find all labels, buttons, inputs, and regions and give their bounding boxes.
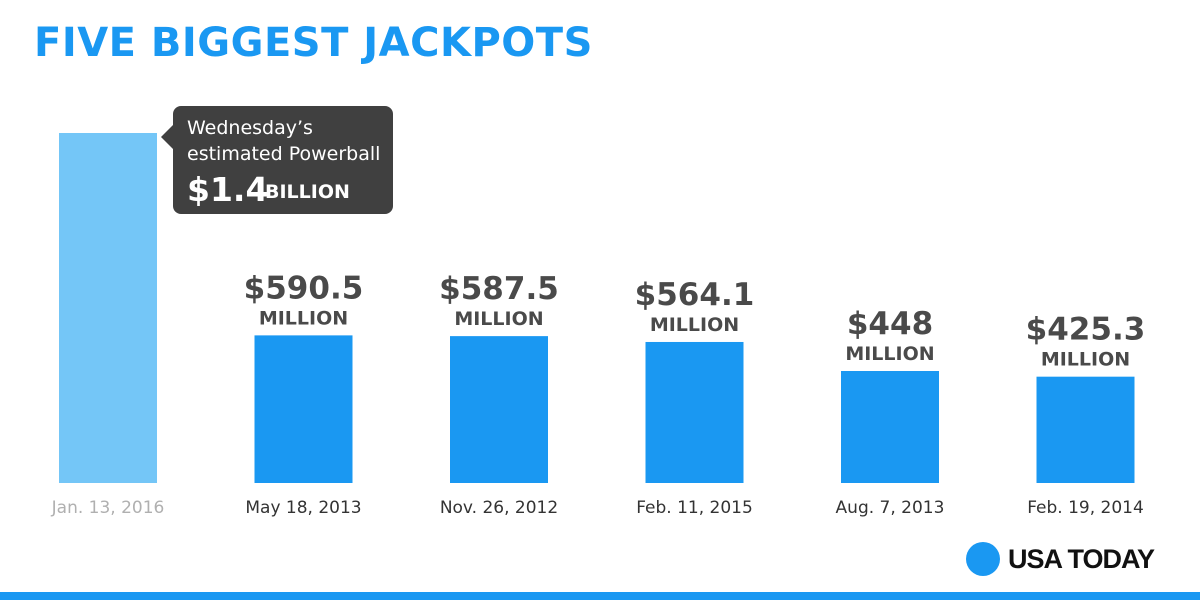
value-label-5: $425.3 xyxy=(1026,312,1146,348)
bar-0 xyxy=(59,133,157,483)
callout-line-2: estimated Powerball xyxy=(187,143,381,165)
value-unit-4: MILLION xyxy=(845,343,934,365)
chart-title: FIVE BIGGEST JACKPOTS xyxy=(34,20,593,66)
bottom-accent-bar xyxy=(0,592,1200,600)
value-label-3: $564.1 xyxy=(635,277,755,313)
callout-line-1: Wednesday’s xyxy=(187,117,313,139)
date-label-2: Nov. 26, 2012 xyxy=(440,498,558,518)
bar-3 xyxy=(645,341,744,483)
bar-2 xyxy=(450,336,548,483)
logo-dot-icon xyxy=(966,542,1000,576)
value-label-1: $590.5 xyxy=(244,270,364,306)
powerball-callout: Wednesday’s estimated Powerball $1.4 BIL… xyxy=(161,106,393,214)
callout-unit: BILLION xyxy=(265,181,350,203)
value-unit-2: MILLION xyxy=(454,308,543,330)
value-unit-3: MILLION xyxy=(650,314,739,336)
value-label-2: $587.5 xyxy=(439,271,559,307)
callout-amount: $1.4 xyxy=(187,170,269,209)
date-label-1: May 18, 2013 xyxy=(245,498,361,518)
value-unit-1: MILLION xyxy=(259,307,348,329)
date-label-3: Feb. 11, 2015 xyxy=(636,498,753,518)
bar-5 xyxy=(1036,376,1135,483)
date-label-0: Jan. 13, 2016 xyxy=(51,498,165,518)
date-label-4: Aug. 7, 2013 xyxy=(836,498,945,518)
logo-text: USA TODAY xyxy=(1008,544,1155,574)
value-label-4: $448 xyxy=(847,306,933,342)
date-label-5: Feb. 19, 2014 xyxy=(1027,498,1144,518)
bar-1 xyxy=(254,335,353,483)
bar-4 xyxy=(841,371,939,483)
value-unit-5: MILLION xyxy=(1041,349,1130,371)
